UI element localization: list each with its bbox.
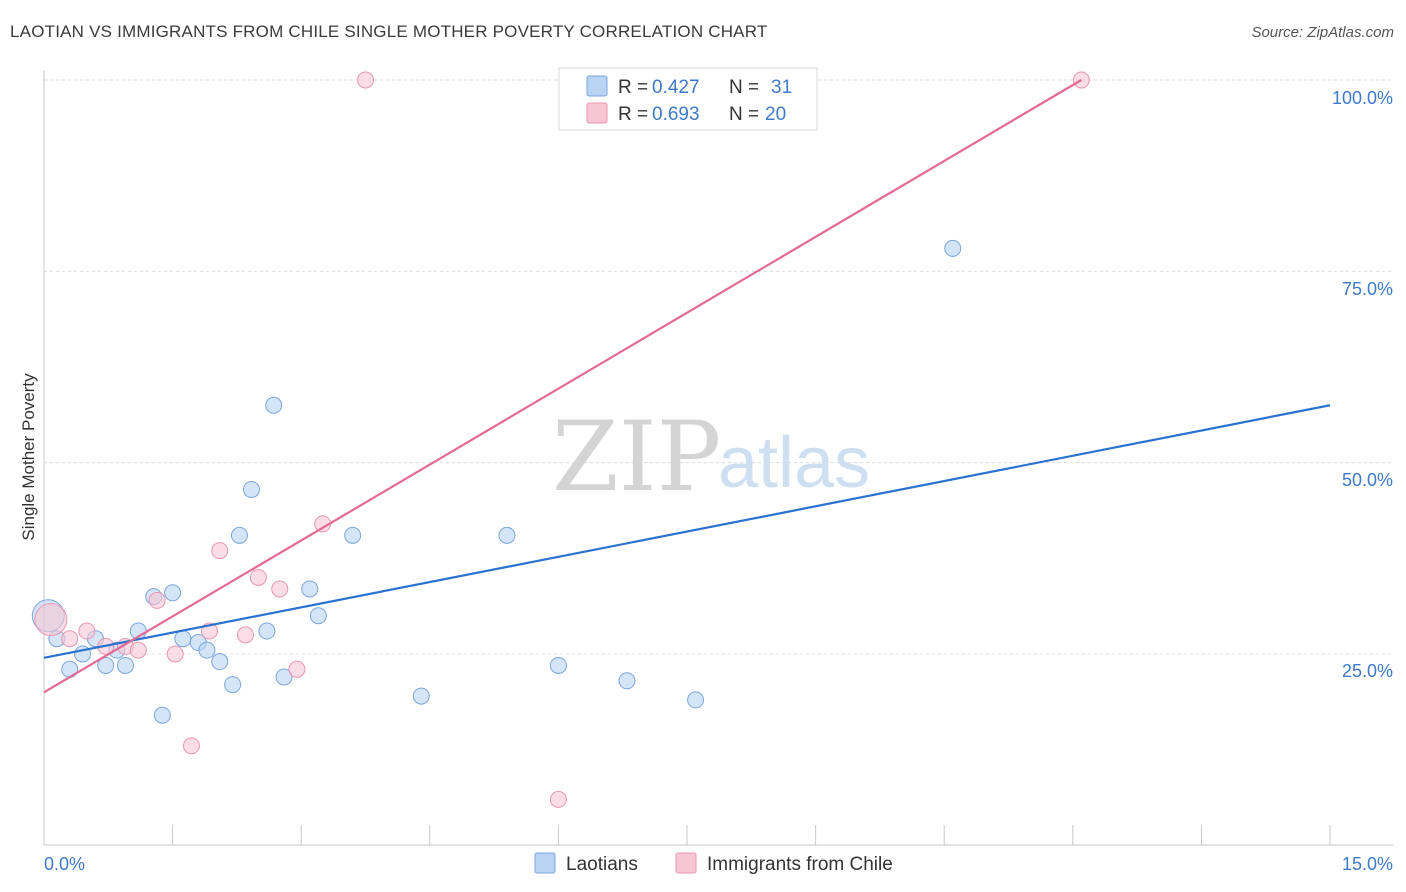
laotians-point-14: [198, 641, 216, 659]
laotians-point-24: [344, 526, 362, 544]
watermark-zip: ZIP: [552, 401, 721, 513]
x-tick-label-max: 15.0%: [1342, 854, 1393, 874]
legend-n-label-laotians: N =: [729, 77, 759, 98]
chile-trend-line: [43, 79, 1082, 694]
series-legend-swatch-chile: [675, 852, 697, 874]
laotians-point-15: [211, 653, 229, 671]
chile-point-5: [129, 641, 147, 659]
legend-swatch-laotians: [586, 75, 608, 97]
chile-point-7: [166, 645, 184, 663]
series-legend-label-chile: Immigrants from Chile: [707, 854, 893, 875]
x-tick-marks: [43, 825, 1393, 846]
laotians-point-26: [498, 526, 516, 544]
trend-lines: [43, 79, 1331, 694]
laotians-point-12: [174, 630, 192, 648]
laotians-point-17: [230, 526, 248, 544]
legend-r-value-chile: 0.693: [652, 104, 700, 125]
chile-point-8: [182, 737, 200, 755]
chile-point-17: [549, 790, 567, 808]
legend-n-value-laotians: 31: [771, 77, 792, 98]
series-legend-swatch-laotians: [534, 852, 556, 874]
laotians-point-23: [309, 607, 327, 625]
laotians-trend-line: [43, 404, 1331, 659]
stats-legend: R = 0.427 N = 31 R = 0.693 N = 20: [558, 67, 818, 131]
chile-point-11: [236, 626, 254, 644]
laotians-point-5: [97, 656, 115, 674]
chile-point-1: [61, 630, 79, 648]
laotians-point-30: [944, 239, 962, 257]
chile-point-10: [211, 542, 229, 560]
x-tick-label-min: 0.0%: [44, 854, 85, 874]
chile-point-12: [249, 568, 267, 586]
laotians-point-21: [275, 668, 293, 686]
legend-swatch-chile: [586, 102, 608, 124]
y-tick-label-75: 75.0%: [1342, 279, 1393, 299]
laotians-point-28: [618, 672, 636, 690]
series-legend: Laotians Immigrants from Chile: [534, 852, 893, 875]
y-tick-label-100: 100.0%: [1332, 88, 1393, 108]
chile-point-13: [271, 580, 289, 598]
laotians-point-27: [549, 656, 567, 674]
y-tick-label-50: 50.0%: [1342, 470, 1393, 490]
chile-point-14: [288, 660, 306, 678]
laotians-point-22: [301, 580, 319, 598]
legend-r-label-laotians: R =: [618, 77, 648, 98]
gridlines: [44, 79, 1393, 655]
laotians-point-29: [687, 691, 705, 709]
source-label: Source: ZipAtlas.com: [1251, 24, 1394, 41]
chile-point-0: [34, 603, 68, 637]
series-legend-label-laotians: Laotians: [566, 854, 638, 875]
laotians-point-19: [258, 622, 276, 640]
legend-r-label-chile: R =: [618, 104, 648, 125]
y-axis-label: Single Mother Poverty: [19, 373, 38, 541]
laotians-point-18: [242, 480, 260, 498]
y-tick-label-25: 25.0%: [1342, 661, 1393, 681]
watermark-atlas: atlas: [718, 423, 870, 503]
laotians-point-16: [224, 676, 242, 694]
laotians-point-25: [412, 687, 430, 705]
legend-n-value-chile: 20: [765, 104, 786, 125]
legend-n-label-chile: N =: [729, 104, 759, 125]
chile-point-6: [148, 591, 166, 609]
laotians-point-11: [164, 584, 182, 602]
chart-title: LAOTIAN VS IMMIGRANTS FROM CHILE SINGLE …: [10, 22, 768, 41]
watermark: ZIP atlas: [552, 401, 870, 513]
y-tick-labels: 100.0% 75.0% 50.0% 25.0%: [1332, 88, 1393, 681]
laotians-point-7: [116, 656, 134, 674]
chile-point-16: [357, 71, 374, 89]
chile-point-2: [78, 622, 96, 640]
laotians-point-20: [265, 396, 283, 414]
legend-r-value-laotians: 0.427: [652, 77, 700, 98]
laotians-point-10: [153, 706, 171, 724]
